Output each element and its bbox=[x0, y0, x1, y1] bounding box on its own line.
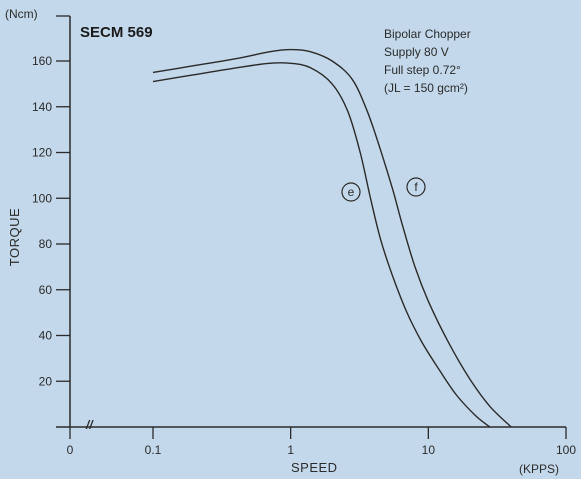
x-tick-label: 0 bbox=[67, 443, 74, 457]
note-step: Full step 0.72° bbox=[384, 63, 461, 77]
x-tick-label: 10 bbox=[422, 443, 436, 457]
y-tick-label: 140 bbox=[32, 100, 52, 114]
y-tick-label: 80 bbox=[39, 237, 53, 251]
x-axis-title: SPEED bbox=[291, 460, 338, 475]
y-tick-label: 60 bbox=[39, 283, 53, 297]
curve-label-f: f bbox=[406, 177, 426, 197]
series-line-e bbox=[152, 62, 491, 428]
curves bbox=[152, 48, 512, 428]
model-label: SECM 569 bbox=[80, 24, 153, 41]
x-tick-label: 1 bbox=[287, 443, 294, 457]
y-tick-label: 100 bbox=[32, 191, 52, 205]
note-inertia: (JL = 150 gcm²) bbox=[384, 81, 468, 95]
series-line-f bbox=[152, 48, 512, 428]
y-tick-label: 120 bbox=[32, 146, 52, 160]
tick-marks bbox=[56, 15, 567, 439]
curve-label-e: e bbox=[341, 182, 361, 202]
curve-label-f-circle bbox=[406, 177, 426, 197]
x-tick-label: 100 bbox=[556, 443, 576, 457]
x-tick-label: 0.1 bbox=[145, 443, 162, 457]
x-unit-label: (KPPS) bbox=[519, 462, 559, 476]
tick-labels: 20 40 60 80 100 120 140 160 0 0.1 1 10 100 bbox=[32, 54, 576, 457]
y-unit-label: (Ncm) bbox=[5, 7, 38, 21]
note-supply: Supply 80 V bbox=[384, 45, 449, 59]
curve-label-f-text: f bbox=[414, 180, 418, 194]
note-driver: Bipolar Chopper bbox=[384, 27, 471, 41]
curve-label-e-circle bbox=[341, 182, 361, 202]
axis-break-mark: // bbox=[85, 418, 94, 432]
y-axis-title: TORQUE bbox=[7, 208, 22, 266]
y-tick-label: 20 bbox=[39, 374, 53, 388]
y-tick-label: 40 bbox=[39, 329, 53, 343]
curve-label-e-text: e bbox=[348, 185, 355, 199]
y-tick-label: 160 bbox=[32, 54, 52, 68]
axes bbox=[56, 16, 566, 428]
